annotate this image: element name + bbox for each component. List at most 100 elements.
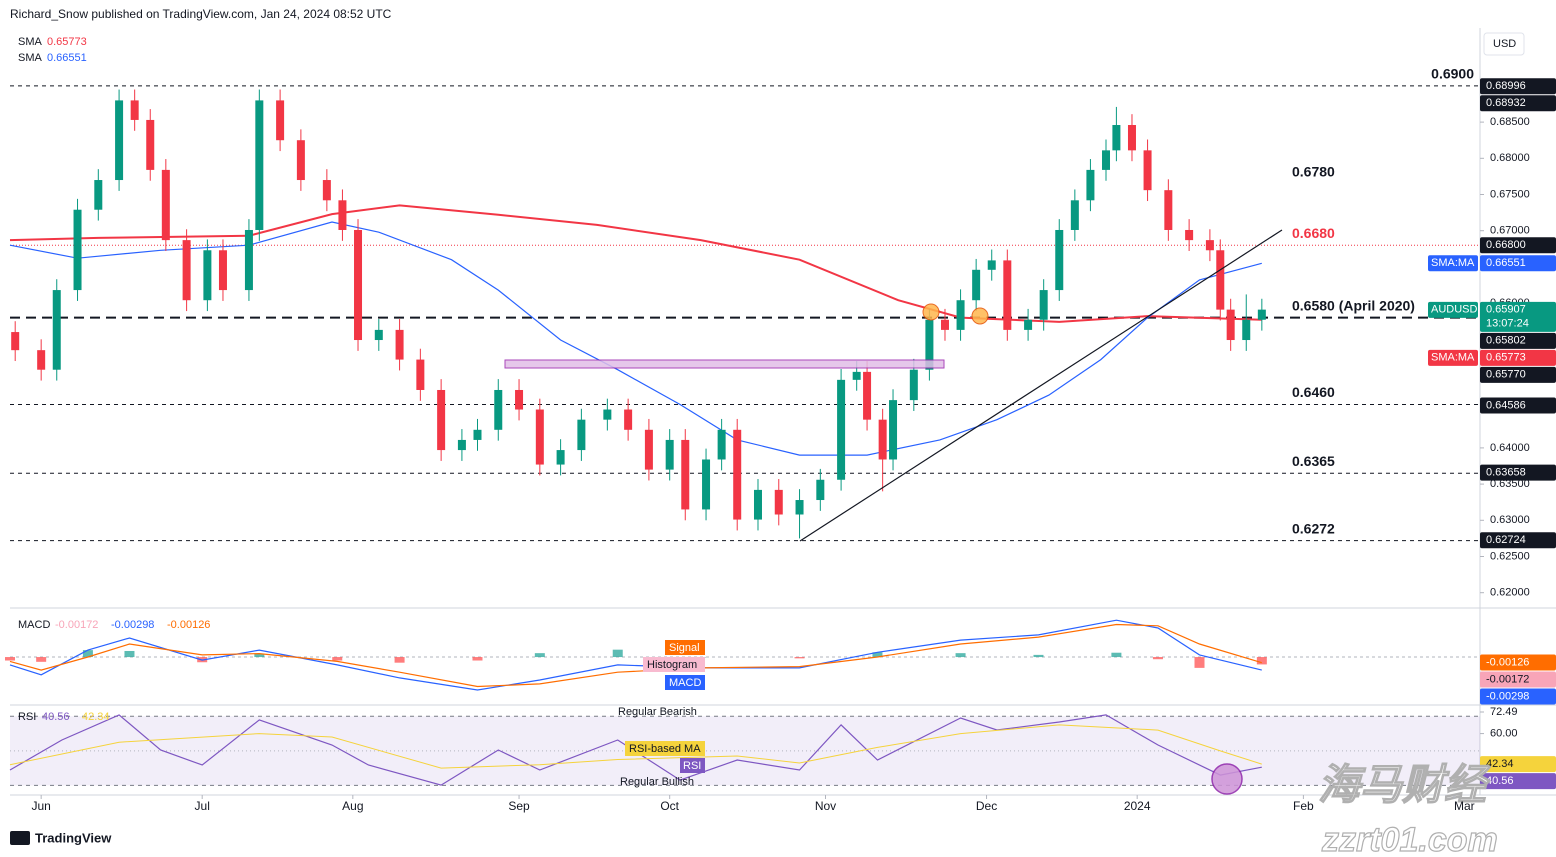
histogram-bar <box>1152 657 1163 660</box>
candle-body <box>624 409 633 430</box>
candle-body <box>702 459 711 510</box>
candle-body <box>1003 260 1012 330</box>
candle-body <box>1070 200 1079 230</box>
candle-body <box>1242 319 1251 341</box>
currency[interactable]: USD <box>1493 38 1516 50</box>
x-tick-label: Feb <box>1293 799 1314 813</box>
candle-body <box>972 269 981 301</box>
legend-box <box>643 657 705 672</box>
candle-body <box>1257 309 1266 320</box>
price-tag-label: 0.65802 <box>1486 335 1526 347</box>
price-tag <box>1480 671 1556 688</box>
price-tag-label: 0.64586 <box>1486 399 1526 411</box>
price-tag <box>1480 366 1556 383</box>
histogram-bar <box>332 657 343 661</box>
candle-body <box>244 229 253 291</box>
watermark: 海马财经 <box>1318 761 1491 808</box>
x-tick-label: Nov <box>815 799 836 813</box>
tag-name-box <box>1428 301 1478 318</box>
macd-pane: MACD -0.00172 -0.00298 -0.00126 -0.00126 -0.0… <box>5 619 1556 705</box>
histogram-bar <box>1256 657 1267 665</box>
candle-body <box>73 209 82 291</box>
candle-body <box>577 419 586 451</box>
touch-marker <box>922 303 940 321</box>
footer-logo[interactable]: TradingView <box>35 830 112 845</box>
candle-body <box>837 379 846 480</box>
candle-body <box>665 439 674 470</box>
sma-line <box>9 204 1262 323</box>
level-label: 0.6365 <box>1292 453 1335 469</box>
candle-body <box>457 439 466 451</box>
histogram-bar <box>955 653 966 658</box>
y-tick-label: 0.64000 <box>1490 442 1530 454</box>
candle-body <box>374 329 383 341</box>
publish-header: Richard_Snow published on TradingView.co… <box>10 7 392 21</box>
rsi-line <box>9 714 1262 786</box>
histogram-bar <box>5 657 15 661</box>
candle-body <box>338 200 347 230</box>
price-tag-label: 0.65770 <box>1486 369 1526 381</box>
candle-body <box>473 429 482 440</box>
legend-label: Signal <box>669 642 700 654</box>
candle-body <box>37 350 46 370</box>
legend-label: Histogram <box>647 659 697 671</box>
price-tag <box>1480 255 1556 272</box>
price-tag-label: 0.68932 <box>1486 97 1526 109</box>
price-tag <box>1480 349 1556 366</box>
histogram-bar <box>1033 654 1044 658</box>
candle-body <box>1185 229 1194 241</box>
price-tag <box>1480 773 1556 790</box>
currency-box[interactable] <box>1483 32 1525 56</box>
candle-body <box>182 240 191 301</box>
indicator-value: -0.00172 <box>55 619 98 631</box>
candle-body <box>218 250 227 291</box>
histogram-bar <box>254 653 265 658</box>
tag-name: AUDUSD <box>1431 304 1478 316</box>
candle-body <box>276 100 285 141</box>
histogram-bar <box>872 652 883 658</box>
candle-body <box>535 409 544 465</box>
price-tag <box>1480 332 1556 349</box>
price-tag <box>1480 78 1556 95</box>
indicator-value: 42.34 <box>82 711 110 723</box>
candle-body <box>852 371 861 380</box>
annotation: Regular Bullish <box>620 776 694 788</box>
legend-box <box>680 758 705 773</box>
legend-label: RSI <box>683 760 701 772</box>
candle-body <box>1086 169 1095 201</box>
candle-body <box>494 389 503 430</box>
y-tick-label: 0.62000 <box>1490 587 1530 599</box>
histogram-bar <box>82 650 93 658</box>
price-tag <box>1480 397 1556 414</box>
indicator-value: 0.66551 <box>47 52 87 64</box>
divergence-marker <box>1211 763 1243 795</box>
price-tag-label: -0.00172 <box>1486 673 1529 685</box>
indicator-value: 40.56 <box>42 711 70 723</box>
y-tick-label: 0.67500 <box>1490 188 1530 200</box>
price-tag <box>1480 464 1556 481</box>
y-tick-label: 60.00 <box>1490 727 1518 739</box>
sma-line <box>9 221 1262 456</box>
price-tag <box>1480 237 1556 254</box>
candle-body <box>1226 309 1235 341</box>
price-tag <box>1480 688 1556 705</box>
price-tag <box>1480 756 1556 773</box>
x-tick-label: Dec <box>976 799 997 813</box>
x-tick-label: Jun <box>31 799 50 813</box>
level-label: 0.6272 <box>1292 520 1335 536</box>
candle-body <box>940 319 949 330</box>
price-tag-label: 42.34 <box>1486 758 1514 770</box>
price-tag <box>1480 532 1556 549</box>
price-tag-label: -0.00126 <box>1486 656 1529 668</box>
candle-body <box>795 500 804 515</box>
candle-body <box>733 429 742 520</box>
x-tick-label: Aug <box>342 799 363 813</box>
candle-body <box>717 429 726 460</box>
rsi-line <box>9 724 1262 769</box>
histogram-bar <box>1111 652 1122 658</box>
indicator-value: 0.65773 <box>47 36 87 48</box>
candle-body <box>1143 150 1152 191</box>
indicator-name: RSI <box>18 711 36 723</box>
candle-body <box>774 489 783 515</box>
x-tick-label: 2024 <box>1124 799 1151 813</box>
